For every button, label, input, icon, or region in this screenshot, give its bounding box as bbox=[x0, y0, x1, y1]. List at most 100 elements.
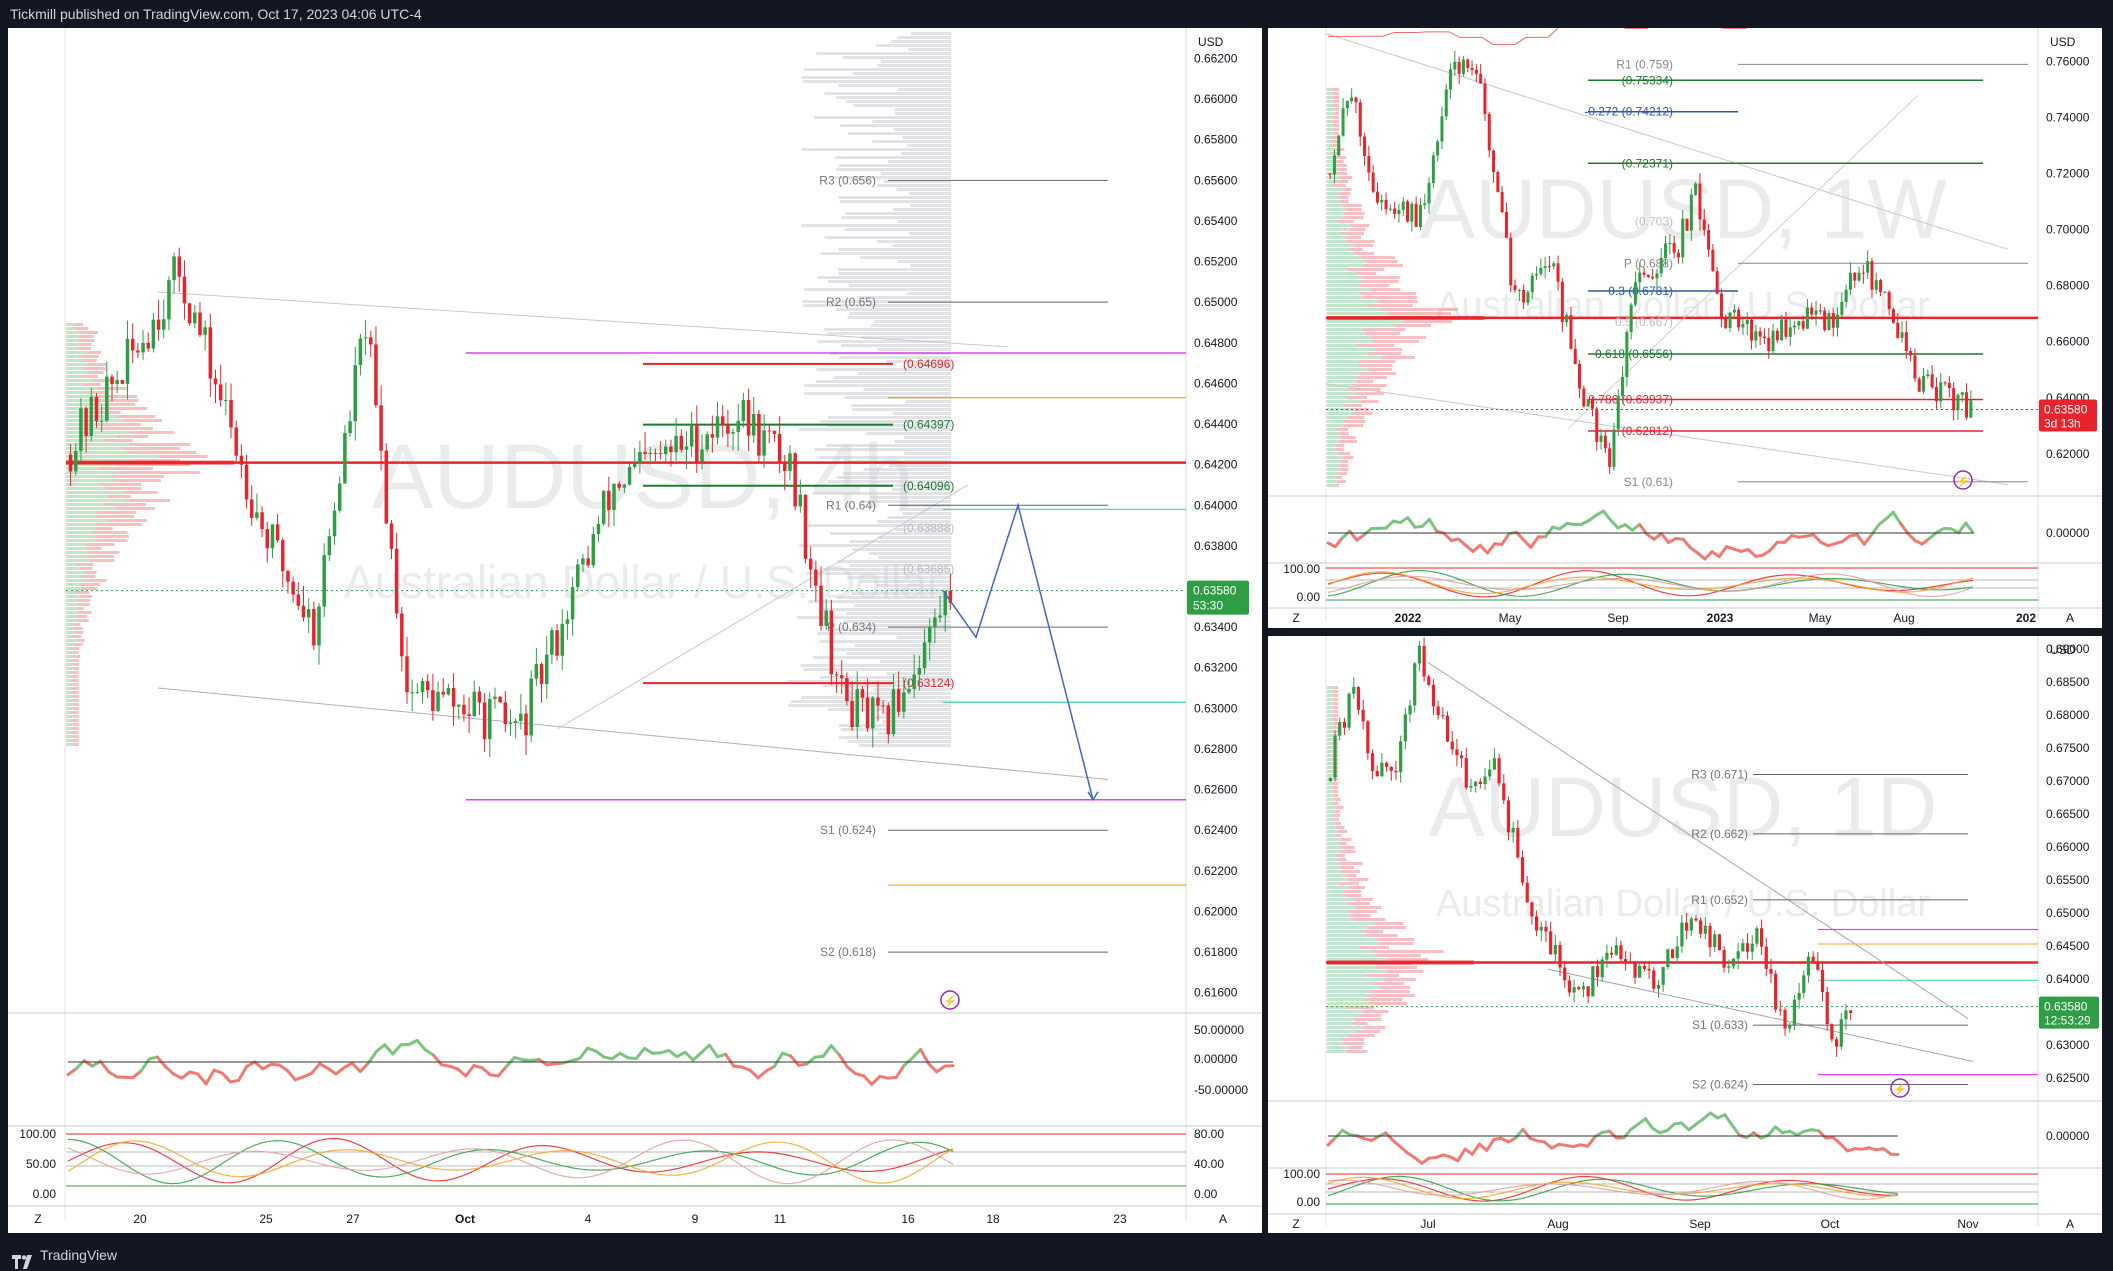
candle-1w-candle bbox=[1788, 327, 1792, 337]
level-label: 0.786 (0.63937) bbox=[1588, 393, 1673, 407]
candle-1w-candle bbox=[1461, 59, 1465, 74]
candle-1w-candle bbox=[1470, 68, 1474, 70]
session-volume-profile-bar-down bbox=[81, 331, 98, 334]
candle-4h-candle bbox=[555, 630, 559, 656]
candle-1d-candle bbox=[1727, 966, 1731, 968]
chart-4h[interactable]: AUDUSD, 4h Australian Dollar / U.S. Dolla… bbox=[8, 28, 1262, 1233]
price-badge bbox=[2039, 399, 2097, 432]
candle-1w-candle bbox=[1784, 319, 1788, 337]
candle-1w-candle bbox=[1401, 201, 1405, 210]
profile-bar bbox=[896, 36, 951, 39]
candle-4h-candle bbox=[855, 689, 860, 727]
session-volume-profile-bar-up bbox=[66, 379, 94, 382]
session-volume-profile-bar-down bbox=[107, 495, 131, 498]
price-tick: 0.63400 bbox=[1194, 620, 1238, 634]
session-volume-profile-bar-up bbox=[1327, 906, 1357, 909]
session-volume-profile-bar-down bbox=[1334, 448, 1344, 451]
lightning-icon[interactable] bbox=[1890, 1078, 1910, 1098]
candle-1w-candle bbox=[1969, 400, 1973, 418]
oscillator-segment bbox=[237, 1065, 249, 1083]
oscillator-segment bbox=[431, 1053, 443, 1067]
session-volume-profile-bar-up bbox=[1327, 276, 1363, 279]
candle-1w-candle bbox=[1685, 218, 1689, 231]
osc-tick: -50.00000 bbox=[1194, 1083, 1248, 1097]
candle-1d-candle bbox=[1333, 735, 1337, 778]
session-volume-profile-bar-up bbox=[66, 519, 109, 522]
price-tick: 0.62200 bbox=[1194, 864, 1238, 878]
session-volume-profile-bar-down bbox=[1368, 368, 1392, 371]
price-badge-value: 0.63580 bbox=[2044, 403, 2088, 417]
session-volume-profile-bar-down bbox=[1362, 296, 1418, 299]
candle-1w-candle bbox=[1638, 272, 1642, 283]
profile-bar bbox=[848, 284, 951, 287]
session-volume-profile-bar-down bbox=[117, 471, 200, 474]
profile-bar bbox=[836, 168, 951, 171]
candle-4h-candle bbox=[829, 610, 834, 675]
price-tick: 0.62600 bbox=[1194, 783, 1238, 797]
candle-1d-candle bbox=[1539, 926, 1543, 931]
candle-4h-candle bbox=[472, 691, 477, 717]
profile-bar bbox=[893, 128, 951, 131]
oscillator-segment bbox=[910, 1048, 923, 1060]
profile-bar bbox=[888, 160, 951, 163]
session-volume-profile-bar-up bbox=[66, 603, 78, 606]
profile-bar bbox=[840, 344, 951, 347]
candle-1w-candle bbox=[1831, 312, 1835, 328]
candle-1d-candle bbox=[1661, 967, 1665, 985]
candle-4h-candle bbox=[653, 452, 658, 454]
candle-1d-candle bbox=[1408, 705, 1412, 715]
session-volume-profile-bar-up bbox=[66, 487, 106, 490]
session-volume-profile-bar-down bbox=[1333, 184, 1346, 187]
session-volume-profile-bar-up bbox=[66, 607, 76, 610]
session-volume-profile-bar-down bbox=[1378, 942, 1414, 945]
oscillator-segment bbox=[1456, 537, 1468, 547]
price-tick: 0.68000 bbox=[2046, 279, 2090, 293]
session-volume-profile-bar-up bbox=[1327, 850, 1342, 853]
profile-bar bbox=[816, 632, 951, 635]
currency-label: USD bbox=[2050, 35, 2076, 49]
candle-1w-candle bbox=[1664, 243, 1668, 258]
candle-1d-candle bbox=[1722, 950, 1726, 968]
session-volume-profile-bar-up bbox=[1327, 874, 1345, 877]
profile-bar bbox=[835, 156, 951, 159]
session-volume-profile-bar-up bbox=[66, 375, 79, 378]
candle-1w-candle bbox=[1517, 290, 1521, 292]
session-volume-profile-bar-down bbox=[100, 483, 142, 486]
session-volume-profile-bar-up bbox=[1327, 726, 1333, 729]
session-volume-profile-bar-down bbox=[1343, 212, 1365, 215]
profile-bar bbox=[888, 464, 951, 467]
profile-bar bbox=[877, 732, 951, 735]
candle-1w-candle bbox=[1371, 172, 1375, 192]
profile-bar bbox=[806, 572, 951, 575]
channel-upper bbox=[1427, 661, 1969, 1019]
candle-1d-candle bbox=[1530, 902, 1534, 917]
stoch-tick-left: 0.00 bbox=[33, 1187, 57, 1201]
candle-4h-candle bbox=[891, 689, 896, 735]
session-volume-profile-bar-down bbox=[1362, 930, 1384, 933]
session-volume-profile-bar-up bbox=[66, 323, 75, 326]
session-volume-profile-bar-down bbox=[1352, 384, 1387, 387]
candle-4h-candle bbox=[384, 450, 389, 524]
time-tick: 2022 bbox=[1395, 611, 1422, 625]
profile-bar bbox=[823, 684, 951, 687]
session-volume-profile-bar-up bbox=[66, 571, 85, 574]
candle-4h-candle bbox=[576, 564, 580, 588]
fib-label: (0.63685) bbox=[903, 562, 954, 576]
candle-4h-candle bbox=[658, 453, 663, 455]
candle-1d-candle bbox=[1483, 776, 1487, 784]
candle-1w-candle bbox=[1805, 307, 1809, 329]
profile-bar bbox=[870, 496, 951, 499]
session-volume-profile-bar-up bbox=[1327, 432, 1340, 435]
profile-bar bbox=[827, 416, 951, 419]
session-volume-profile-bar-down bbox=[1337, 168, 1347, 171]
session-volume-profile-bar-up bbox=[66, 483, 101, 486]
candle-4h-candle bbox=[700, 449, 704, 462]
session-volume-profile-bar-down bbox=[1340, 232, 1364, 235]
session-volume-profile-bar-down bbox=[1348, 416, 1365, 419]
candle-4h-candle bbox=[544, 654, 549, 684]
lightning-icon[interactable] bbox=[940, 990, 960, 1010]
pivot-label: R1 (0.64) bbox=[826, 498, 876, 512]
lightning-icon[interactable] bbox=[1953, 470, 1973, 490]
